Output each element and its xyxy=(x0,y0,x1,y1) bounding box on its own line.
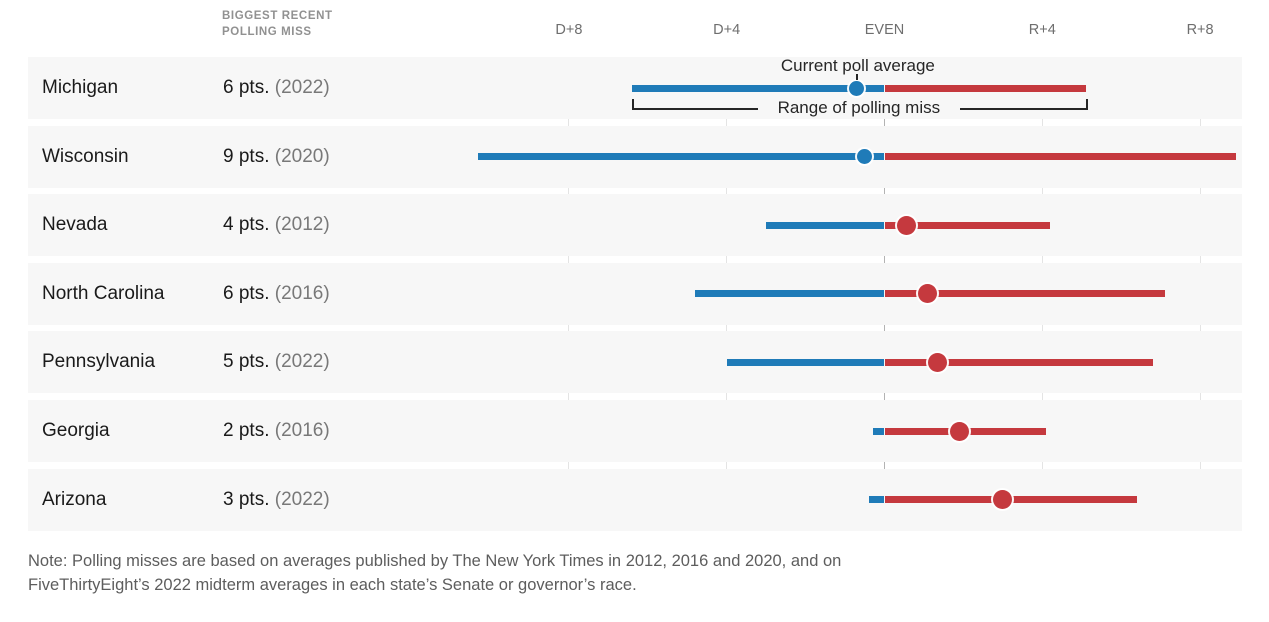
miss-value: 3 pts. xyxy=(223,488,275,510)
poll-average-dot xyxy=(857,149,873,165)
miss-year: (2016) xyxy=(274,282,330,304)
poll-average-dot xyxy=(928,352,948,372)
footnote: Note: Polling misses are based on averag… xyxy=(28,549,988,597)
range-bar-dem xyxy=(632,84,885,92)
miss-value: 9 pts. xyxy=(223,145,275,167)
state-label: Wisconsin xyxy=(42,145,129,167)
poll-average-dot xyxy=(993,490,1013,510)
range-bar-rep xyxy=(884,153,1236,161)
annotation-range-of-polling-miss: Range of polling miss xyxy=(777,98,941,117)
range-bar-rep xyxy=(884,358,1153,366)
poll-average-dot xyxy=(896,215,916,235)
row-band xyxy=(28,400,1242,462)
column-header-biggest-recent-polling-miss: BIGGEST RECENT POLLING MISS xyxy=(222,10,333,38)
axis-tick-label-d+8: D+8 xyxy=(555,22,583,38)
miss-year: (2022) xyxy=(274,351,330,373)
range-bracket-left-tick xyxy=(632,99,635,108)
range-bar-rep xyxy=(884,221,1051,229)
state-label: Pennsylvania xyxy=(42,351,156,373)
polling-miss-label: 3 pts. (2022) xyxy=(223,489,330,511)
poll-average-dot xyxy=(918,284,938,304)
miss-value: 2 pts. xyxy=(223,420,275,441)
annotation-current-poll-average: Current poll average xyxy=(780,56,935,75)
axis-tick-label-d+4: D+4 xyxy=(713,22,741,38)
polling-miss-label: 6 pts. (2016) xyxy=(223,283,330,305)
range-bar-dem xyxy=(766,221,885,229)
range-bar-dem xyxy=(726,358,885,366)
annotation-pointer-line xyxy=(855,74,858,80)
axis-tick-label-even: EVEN xyxy=(864,22,905,38)
row-band xyxy=(28,194,1242,257)
polling-miss-label: 6 pts. (2022) xyxy=(223,77,330,99)
miss-value: 4 pts. xyxy=(223,214,275,236)
range-bracket-left-line xyxy=(632,108,758,110)
range-bracket-right-line xyxy=(959,108,1088,110)
miss-value: 6 pts. xyxy=(223,282,275,304)
miss-year: (2012) xyxy=(274,214,330,236)
axis-tick-label-r+8: R+8 xyxy=(1186,22,1214,38)
state-label: Georgia xyxy=(42,420,110,441)
range-bar-dem xyxy=(872,427,885,435)
polling-miss-label: 5 pts. (2022) xyxy=(223,351,330,373)
range-bar-dem xyxy=(695,290,885,298)
poll-average-dot xyxy=(849,80,865,96)
state-label: Michigan xyxy=(42,77,119,98)
miss-year: (2016) xyxy=(274,420,330,441)
miss-year: (2022) xyxy=(274,488,330,510)
miss-year: (2022) xyxy=(274,77,330,98)
polling-miss-label: 4 pts. (2012) xyxy=(223,214,330,236)
range-bar-dem xyxy=(478,153,885,161)
miss-value: 6 pts. xyxy=(223,77,275,98)
state-label: Arizona xyxy=(42,488,107,510)
range-bar-dem xyxy=(868,496,885,504)
range-bracket-right-tick xyxy=(1085,99,1088,110)
footnote-line-1: Note: Polling misses are based on averag… xyxy=(28,552,842,570)
range-bar-rep xyxy=(884,84,1086,92)
state-label: North Carolina xyxy=(42,282,165,304)
state-label: Nevada xyxy=(42,214,108,236)
polling-miss-label: 2 pts. (2016) xyxy=(223,420,330,442)
footnote-line-2: FiveThirtyEight’s 2022 midterm averages … xyxy=(28,576,637,594)
axis-tick-label-r+4: R+4 xyxy=(1028,22,1056,38)
poll-average-dot xyxy=(949,421,969,441)
polling-miss-label: 9 pts. (2020) xyxy=(223,146,330,168)
range-bar-rep xyxy=(884,290,1165,298)
miss-year: (2020) xyxy=(274,145,330,167)
miss-value: 5 pts. xyxy=(223,351,275,373)
